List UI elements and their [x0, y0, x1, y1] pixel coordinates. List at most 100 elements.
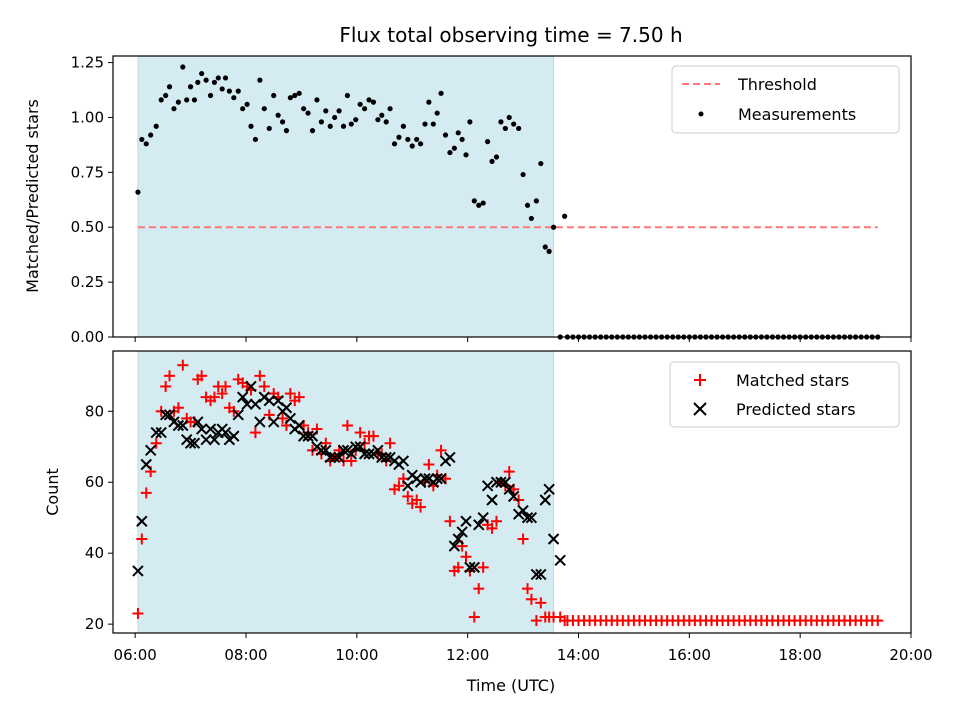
- y-tick-label: 0.75: [71, 163, 104, 181]
- predicted-star-point: [507, 490, 520, 503]
- matched-star-point: [517, 533, 529, 545]
- measurement-point: [447, 149, 453, 156]
- matched-star-point: [164, 370, 176, 382]
- predicted-star-point: [320, 444, 332, 457]
- measurement-point: [283, 128, 290, 134]
- measurement-point: [414, 136, 420, 143]
- predicted-star-point: [435, 472, 447, 485]
- predicted-star-point: [232, 409, 244, 421]
- measurement-point: [430, 121, 436, 127]
- matched-star-point: [423, 459, 435, 471]
- matched-star-point: [177, 359, 189, 371]
- predicted-star-point: [358, 448, 371, 460]
- predicted-star-point: [249, 398, 262, 410]
- predicted-star-point: [380, 451, 392, 464]
- y-tick-label: 40: [85, 544, 104, 562]
- legend-box: [669, 361, 900, 428]
- observing-window: [137, 350, 555, 634]
- measurement-point: [336, 108, 342, 114]
- matched-star-point: [140, 487, 152, 499]
- measurement-point: [219, 86, 225, 92]
- measurement-point: [287, 95, 293, 101]
- measurement-point: [528, 215, 534, 222]
- x-axis-label: Time (UTC): [466, 676, 555, 695]
- predicted-star-point: [140, 458, 152, 471]
- chart-title: Flux total observing time = 7.50 h: [339, 23, 682, 47]
- predicted-star-point: [241, 398, 253, 410]
- measurement-point: [305, 110, 311, 116]
- measurement-point: [153, 123, 159, 129]
- measurement-point: [191, 97, 198, 103]
- legend-measurements-label: Measurements: [738, 105, 856, 124]
- predicted-star-point: [306, 430, 319, 442]
- predicted-star-point: [521, 512, 534, 524]
- predicted-star-point: [473, 519, 485, 531]
- measurement-point: [438, 90, 444, 96]
- matched-star-point: [452, 561, 464, 573]
- predicted-star-point: [464, 561, 476, 574]
- count-legend: Matched stars Predicted stars: [669, 361, 900, 428]
- matched-star-point: [460, 551, 472, 563]
- measurement-point: [257, 77, 263, 83]
- matched-star-point: [258, 380, 270, 392]
- predicted-star-point: [208, 433, 221, 446]
- predicted-star-point: [297, 430, 310, 442]
- matched-star-point: [254, 370, 266, 382]
- measurement-point: [266, 125, 272, 132]
- measurement-point: [139, 136, 145, 143]
- measurement-point: [318, 119, 324, 125]
- predicted-star-point: [177, 419, 189, 432]
- matched-star-point: [435, 444, 447, 456]
- legend-predicted-marker: [693, 402, 707, 416]
- predicted-star-point: [302, 430, 314, 442]
- observing-window: [137, 55, 555, 338]
- predicted-star-point: [499, 476, 512, 488]
- matched-star-point: [216, 388, 228, 400]
- matched-star-point: [196, 370, 208, 382]
- measurement-point: [353, 117, 359, 123]
- measurement-point: [387, 106, 393, 112]
- measurement-point: [215, 75, 221, 81]
- measurement-point: [463, 152, 469, 158]
- predicted-star-point: [172, 419, 185, 432]
- predicted-star-point: [132, 565, 144, 577]
- legend-box: [671, 65, 900, 134]
- predicted-star-point: [144, 444, 157, 457]
- measurement-point: [222, 75, 229, 81]
- x-tick-label: 06:00: [114, 646, 157, 664]
- measurement-point: [485, 139, 491, 145]
- measurement-point: [148, 132, 154, 138]
- matched-star-point: [208, 391, 220, 403]
- matched-star-point: [341, 419, 353, 431]
- x-tick-label: 14:00: [557, 646, 600, 664]
- measurement-point: [370, 99, 377, 105]
- matched-star-point: [444, 515, 456, 527]
- top-y-axis-label: Matched/Predicted stars: [23, 99, 42, 293]
- matched-star-point: [277, 412, 289, 424]
- measurement-point: [379, 112, 385, 118]
- measurement-point: [195, 79, 201, 85]
- measurement-point: [271, 92, 277, 99]
- measurement-point: [163, 92, 169, 99]
- measurement-point: [426, 99, 432, 105]
- predicted-star-point: [448, 540, 461, 552]
- legend-threshold-label: Threshold: [737, 75, 817, 94]
- predicted-star-point: [363, 448, 375, 460]
- predicted-star-point: [324, 451, 336, 464]
- predicted-star-point: [543, 483, 555, 496]
- measurement-point: [199, 70, 205, 77]
- y-tick-label: 0.50: [71, 218, 104, 236]
- x-tick-label: 16:00: [668, 646, 711, 664]
- measurement-point: [550, 224, 557, 230]
- measurement-point: [422, 121, 428, 127]
- measurement-point: [538, 160, 544, 167]
- predicted-star-point: [136, 515, 148, 527]
- matched-star-point: [345, 455, 357, 467]
- predicted-star-point: [293, 419, 305, 432]
- predicted-star-point: [163, 409, 176, 421]
- measurement-point: [442, 132, 449, 138]
- predicted-star-point: [200, 433, 212, 446]
- predicted-star-point: [444, 451, 456, 464]
- predicted-star-point: [184, 437, 197, 449]
- measurement-point: [203, 77, 209, 83]
